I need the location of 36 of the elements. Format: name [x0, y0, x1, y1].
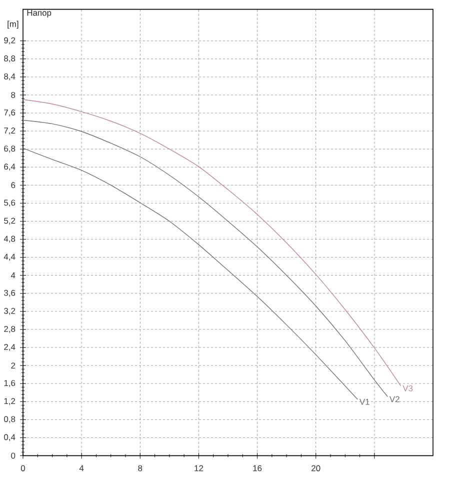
series-label: V3	[402, 385, 413, 392]
chart-title: Напор	[27, 10, 52, 18]
x-tick-label: 4	[79, 465, 84, 472]
y-tick-label: 0,4	[4, 434, 16, 442]
y-tick-label: 0,8	[4, 416, 16, 424]
y-tick-label: 6,8	[4, 146, 16, 153]
y-tick-label: 4	[10, 272, 16, 278]
y-axis-title: [m]	[8, 20, 18, 29]
y-tick-label: 8,8	[4, 55, 16, 62]
x-tick-label: 8	[138, 465, 142, 472]
y-tick-label: 9,2	[4, 37, 16, 44]
y-tick-label: 4,4	[4, 254, 16, 261]
x-tick-label: 0	[20, 465, 26, 472]
y-tick-label: 8,4	[4, 73, 16, 80]
x-tick-label: 20	[312, 465, 320, 472]
y-tick-label: 2	[11, 362, 16, 368]
y-tick-label: 0	[11, 452, 16, 459]
y-tick-label: 4,8	[4, 236, 16, 243]
x-tick-label: 16	[253, 465, 262, 472]
y-tick-label: 5,2	[4, 218, 16, 225]
y-tick-label: 3,2	[4, 308, 16, 315]
y-tick-label: 7,2	[4, 128, 16, 135]
series-label: V1	[359, 398, 370, 405]
line-series	[23, 148, 358, 400]
y-tick-label: 8	[11, 92, 16, 98]
y-tick-label: 1,2	[4, 398, 16, 406]
y-tick-label: 6	[11, 182, 16, 188]
y-tick-label: 5,6	[4, 200, 16, 207]
y-tick-label: 7,6	[4, 110, 16, 117]
y-tick-label: 1,6	[4, 380, 16, 388]
x-tick-label: 12	[194, 465, 203, 472]
series-label: V2	[389, 396, 400, 402]
y-tick-label: 3,6	[4, 290, 16, 297]
y-tick-label: 2,8	[4, 326, 16, 333]
y-tick-label: 6,4	[4, 164, 16, 171]
y-tick-label: 2,4	[4, 344, 16, 351]
